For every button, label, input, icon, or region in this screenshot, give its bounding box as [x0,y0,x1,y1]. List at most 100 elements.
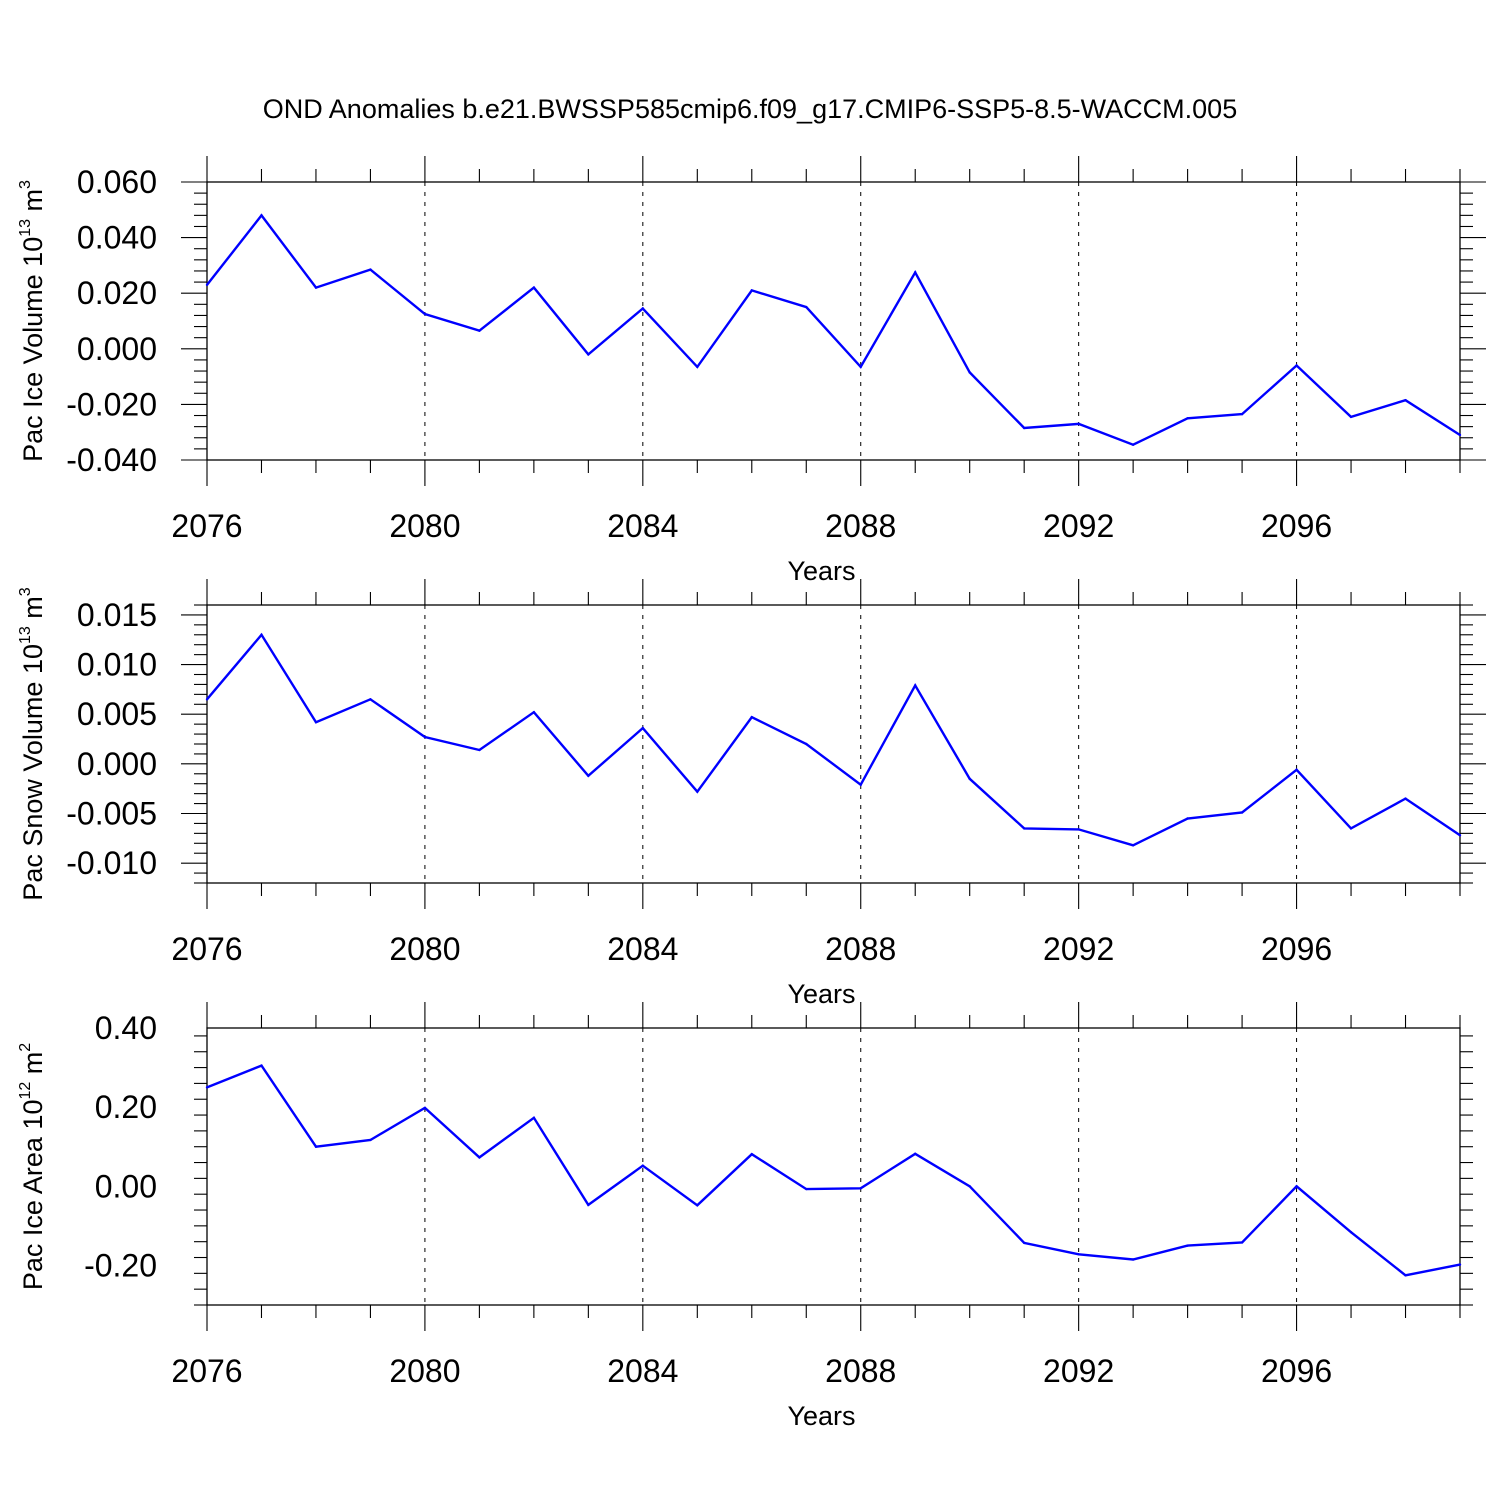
x-tick-label: 2096 [1261,931,1332,967]
y-axis-title: Pac Ice Area 1012 m2 [17,1043,48,1290]
y-axis-title-text: m [18,1052,48,1082]
data-point [205,283,209,287]
x-tick-label: 2084 [607,508,678,544]
x-tick-label: 2084 [607,931,678,967]
data-point [205,698,209,701]
data-point [532,1116,536,1120]
data-point [641,1164,645,1167]
data-point [805,305,808,309]
y-axis-title-text: m [18,189,48,219]
x-tick-label: 2092 [1043,931,1114,967]
figure-title: OND Anomalies b.e21.BWSSP585cmip6.f09_g1… [263,94,1237,124]
plot-frame [206,1027,1461,1306]
data-point [1131,443,1135,446]
y-tick-label: 0.020 [77,275,157,311]
x-tick-label: 2076 [171,931,242,967]
data-point [369,698,372,701]
data-point [805,1187,808,1191]
data-point [1186,417,1189,420]
x-axis-title: Years [787,556,855,586]
y-tick-label: 0.20 [95,1089,157,1125]
x-tick-label: 2096 [1261,508,1332,544]
data-point [1022,426,1026,430]
y-axis-title-superscript: 12 [17,1082,34,1100]
y-tick-label: 0.00 [95,1168,157,1204]
x-tick-label: 2084 [607,1353,678,1389]
data-point [478,748,481,752]
y-tick-label: 0.005 [77,696,157,732]
x-tick-label: 2076 [171,508,242,544]
y-tick-label: 0.000 [77,746,157,782]
x-tick-label: 2080 [389,931,460,967]
data-point [1349,827,1353,830]
data-point [369,1138,372,1142]
y-tick-label: 0.060 [77,164,157,200]
data-point [1077,422,1080,426]
plot-frame [206,181,1461,461]
y-axis-title-superscript: 13 [17,219,34,237]
data-point [587,353,590,356]
y-axis-title-text: m [18,596,48,626]
y-axis-title-text: Pac Ice Volume 10 [18,237,48,462]
data-point [914,271,917,274]
data-point [1404,1274,1407,1277]
y-axis-title-superscript: 3 [17,587,34,596]
data-point [587,1203,590,1207]
data-series-line [206,632,1461,847]
data-point [1077,1253,1080,1256]
x-tick-label: 2092 [1043,508,1114,544]
x-axis-title: Years [787,1401,855,1431]
data-point [1077,828,1080,831]
y-tick-label: 0.015 [77,597,157,633]
data-point [641,726,645,730]
data-point [750,715,753,719]
data-point [478,329,481,332]
data-point [696,1204,699,1207]
x-tick-label: 2092 [1043,1353,1114,1389]
data-point [1022,1241,1026,1245]
data-point [1404,797,1407,800]
data-point [1458,834,1462,837]
y-axis-title-superscript: 3 [17,180,34,189]
data-point [587,774,590,777]
data-point [369,268,372,271]
data-point [859,783,862,786]
data-point [532,711,536,714]
data-point [260,633,263,636]
data-series-line [206,213,1461,447]
data-point [1240,412,1244,416]
data-point [750,1153,753,1156]
y-axis-title: Pac Snow Volume 1013 m3 [17,587,48,900]
data-point [641,307,645,310]
x-tick-label: 2088 [825,931,896,967]
y-tick-label: 0.000 [77,331,157,367]
data-point [314,286,318,289]
data-point [1458,1263,1462,1266]
data-point [1186,1244,1189,1247]
data-point [750,289,753,292]
data-point [696,790,699,793]
x-tick-label: 2096 [1261,1353,1332,1389]
data-point [314,1145,318,1148]
x-tick-label: 2080 [389,1353,460,1389]
y-tick-label: -0.005 [66,796,157,832]
data-point [1349,415,1353,419]
data-point [914,1152,917,1156]
y-tick-label: -0.010 [66,845,157,881]
data-point [314,720,318,724]
data-point [1295,768,1298,772]
y-axis-title-text: Pac Ice Area 10 [18,1100,48,1291]
data-point [260,214,263,217]
y-tick-label: -0.020 [66,386,157,422]
y-tick-label: 0.40 [95,1010,157,1046]
data-point [914,684,917,687]
data-point [968,1185,971,1188]
data-point [1295,364,1298,367]
data-point [260,1064,263,1067]
y-axis-title: Pac Ice Volume 1013 m3 [17,180,48,462]
data-point [1240,1241,1244,1244]
data-point [1349,1230,1353,1234]
data-point [423,312,427,316]
x-axis-title: Years [787,979,855,1009]
